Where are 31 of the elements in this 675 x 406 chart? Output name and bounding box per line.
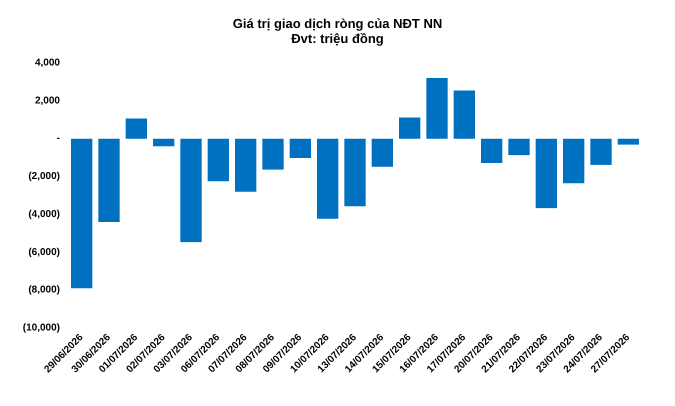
bar bbox=[290, 138, 311, 158]
bar bbox=[208, 138, 229, 182]
bar bbox=[590, 138, 612, 165]
bar bbox=[563, 138, 584, 184]
bar bbox=[372, 138, 393, 167]
bar bbox=[481, 138, 502, 163]
y-tick-label: (8,000) bbox=[28, 284, 60, 296]
bar bbox=[454, 90, 475, 139]
bar bbox=[618, 138, 639, 145]
bar bbox=[98, 138, 120, 222]
bar bbox=[317, 138, 338, 219]
bar bbox=[536, 138, 557, 208]
y-tick-label: (10,000) bbox=[22, 322, 60, 334]
bar bbox=[235, 138, 256, 192]
y-tick-label: (4,000) bbox=[28, 208, 60, 220]
bar bbox=[399, 118, 420, 139]
y-tick-label: - bbox=[56, 133, 60, 144]
bar bbox=[262, 138, 284, 170]
bar bbox=[126, 118, 147, 139]
bar bbox=[180, 138, 202, 242]
bar bbox=[426, 78, 448, 139]
bar bbox=[71, 138, 92, 288]
y-tick-label: (2,000) bbox=[28, 171, 60, 182]
y-tick-label: (6,000) bbox=[28, 246, 60, 258]
y-tick-label: 2,000 bbox=[34, 95, 60, 106]
y-tick-label: 4,000 bbox=[34, 58, 60, 68]
chart-title: Giá trị giao dịch ròng của NĐT NN bbox=[232, 16, 442, 31]
bar bbox=[344, 138, 366, 206]
chart-subtitle: Đvt: triệu đồng bbox=[291, 31, 384, 46]
bar bbox=[153, 138, 174, 146]
bar bbox=[508, 138, 530, 156]
